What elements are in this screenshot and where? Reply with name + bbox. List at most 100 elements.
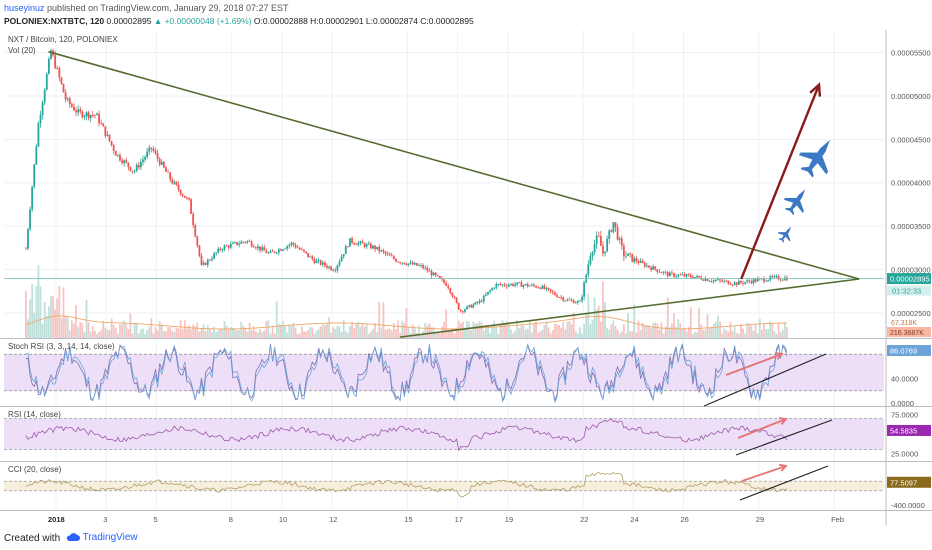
candle	[781, 279, 784, 281]
volume-bar	[744, 333, 747, 338]
candle-body	[480, 300, 483, 302]
candle-body	[691, 276, 694, 279]
volume-bar	[219, 328, 222, 338]
candle	[225, 244, 228, 247]
candle-body	[221, 249, 224, 251]
footer: Created with TradingView	[0, 528, 932, 550]
candle	[562, 296, 565, 303]
candle-body	[211, 258, 213, 261]
candle-body	[369, 243, 372, 249]
candle-body	[553, 292, 556, 295]
candle-body	[206, 259, 209, 265]
indicator-line	[25, 343, 788, 402]
volume-bar	[244, 327, 247, 338]
candle-body	[461, 311, 464, 312]
candle	[622, 242, 625, 262]
candle	[252, 244, 255, 248]
candle-body	[430, 270, 433, 276]
candle-body	[156, 153, 159, 159]
volume-bar	[666, 297, 669, 338]
volume-bar	[104, 327, 107, 338]
candle	[244, 241, 247, 244]
volume-bar	[570, 324, 573, 338]
candle	[305, 251, 307, 255]
candle-body	[501, 284, 504, 286]
volume-bar	[33, 312, 36, 338]
candle-body	[265, 250, 268, 254]
candle	[495, 282, 498, 290]
volume-bar	[280, 325, 282, 338]
candle-body	[637, 261, 640, 263]
candle	[656, 269, 659, 275]
candle-body	[257, 246, 259, 249]
author-link[interactable]: huseyinuz	[4, 3, 45, 13]
volume-bar	[47, 306, 50, 338]
candle-body	[169, 172, 172, 180]
volume-bar	[748, 323, 751, 338]
candle	[512, 282, 514, 287]
volume-bar	[384, 329, 387, 338]
volume-bar	[673, 313, 675, 338]
candle-body	[422, 265, 425, 269]
candle	[723, 279, 726, 284]
candle-body	[196, 236, 199, 246]
candle	[332, 268, 335, 272]
candle	[698, 275, 701, 279]
candle	[131, 170, 134, 174]
volume-bar	[326, 323, 328, 338]
candle-body	[85, 112, 88, 116]
candle-body	[259, 246, 261, 251]
volume-bar	[309, 326, 312, 338]
volume-bar	[87, 322, 90, 338]
volume-bar	[610, 324, 613, 338]
volume-bar	[777, 322, 780, 338]
candle	[549, 289, 552, 294]
volume-bar	[574, 331, 577, 338]
candle-body	[162, 161, 165, 168]
volume-bar	[585, 314, 588, 338]
candle	[321, 260, 324, 268]
candle	[234, 241, 236, 244]
candle-body	[227, 245, 230, 248]
candle	[478, 298, 481, 305]
volume-bar	[277, 323, 280, 338]
candle	[154, 147, 157, 156]
volume-bar	[478, 321, 481, 338]
candle-body	[744, 282, 747, 284]
publish-info: published on TradingView.com, January 29…	[47, 3, 289, 13]
chart-canvas[interactable]: NXT / Bitcoin, 120, POLONIEX Vol (20) 0.00…	[0, 30, 932, 528]
candle	[384, 250, 387, 257]
candle	[418, 263, 420, 267]
volume-bar	[760, 329, 763, 338]
volume-bar	[424, 323, 427, 338]
volume-bar	[503, 323, 506, 338]
candle-body	[125, 160, 128, 163]
candle-body	[215, 252, 218, 254]
candle	[96, 112, 98, 116]
volume-bar	[160, 323, 163, 338]
volume-bar	[489, 333, 491, 338]
candle	[438, 275, 441, 279]
candle	[702, 278, 705, 282]
indicator-axis-label: 25.0000	[891, 449, 918, 458]
candle	[407, 263, 410, 267]
candle-body	[662, 271, 665, 273]
candle	[127, 162, 130, 171]
volume-bar	[591, 319, 594, 338]
volume-bar	[367, 333, 370, 338]
volume-bar	[361, 323, 364, 338]
volume-bar	[175, 327, 178, 338]
candle	[466, 305, 468, 310]
volume-bar	[618, 333, 621, 338]
volume-bar	[401, 320, 404, 338]
candle-body	[119, 154, 121, 161]
volume-bar	[558, 324, 560, 338]
candle	[530, 283, 533, 287]
candle-body	[650, 267, 652, 270]
volume-bar	[137, 333, 140, 338]
tradingview-logo[interactable]: TradingView	[66, 532, 138, 543]
candle	[539, 287, 542, 290]
volume-bar	[520, 325, 523, 338]
candle-body	[583, 282, 586, 297]
candle-body	[35, 146, 38, 165]
